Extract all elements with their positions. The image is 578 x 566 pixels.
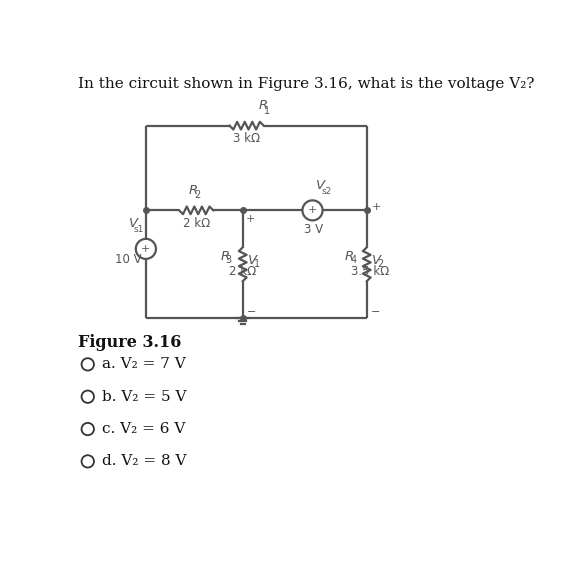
- Text: 10 V: 10 V: [116, 254, 142, 267]
- Text: 3 V: 3 V: [305, 222, 324, 235]
- Text: c. V₂ = 6 V: c. V₂ = 6 V: [102, 422, 185, 436]
- Text: s2: s2: [322, 187, 332, 196]
- Text: In the circuit shown in Figure 3.16, what is the voltage V₂?: In the circuit shown in Figure 3.16, wha…: [79, 77, 535, 91]
- Text: R: R: [258, 99, 268, 112]
- Text: 3: 3: [225, 255, 232, 265]
- Text: +: +: [141, 244, 150, 254]
- Text: −: −: [370, 307, 380, 317]
- Text: 3 kΩ: 3 kΩ: [233, 132, 260, 145]
- Text: R: R: [345, 250, 354, 263]
- Text: b. V₂ = 5 V: b. V₂ = 5 V: [102, 390, 186, 404]
- Text: a. V₂ = 7 V: a. V₂ = 7 V: [102, 357, 186, 371]
- Text: 3.5 kΩ: 3.5 kΩ: [351, 265, 390, 278]
- Text: V: V: [372, 254, 381, 267]
- Text: 2: 2: [377, 259, 384, 269]
- Text: 2 kΩ: 2 kΩ: [229, 265, 256, 278]
- Text: −: −: [247, 307, 256, 317]
- Text: 4: 4: [350, 255, 357, 265]
- Text: V: V: [129, 217, 138, 230]
- Text: V: V: [316, 179, 325, 192]
- Text: 2 kΩ: 2 kΩ: [183, 217, 210, 230]
- Text: Figure 3.16: Figure 3.16: [79, 333, 182, 350]
- Text: d. V₂ = 8 V: d. V₂ = 8 V: [102, 454, 186, 469]
- Text: 2: 2: [194, 190, 200, 200]
- Text: 1: 1: [264, 106, 270, 115]
- Text: +: +: [308, 205, 317, 216]
- Text: R: R: [221, 250, 230, 263]
- Text: V: V: [248, 254, 257, 267]
- Text: +: +: [246, 214, 255, 224]
- Text: s1: s1: [133, 225, 143, 234]
- Text: +: +: [372, 201, 381, 212]
- Text: R: R: [188, 183, 198, 196]
- Text: 1: 1: [254, 259, 260, 269]
